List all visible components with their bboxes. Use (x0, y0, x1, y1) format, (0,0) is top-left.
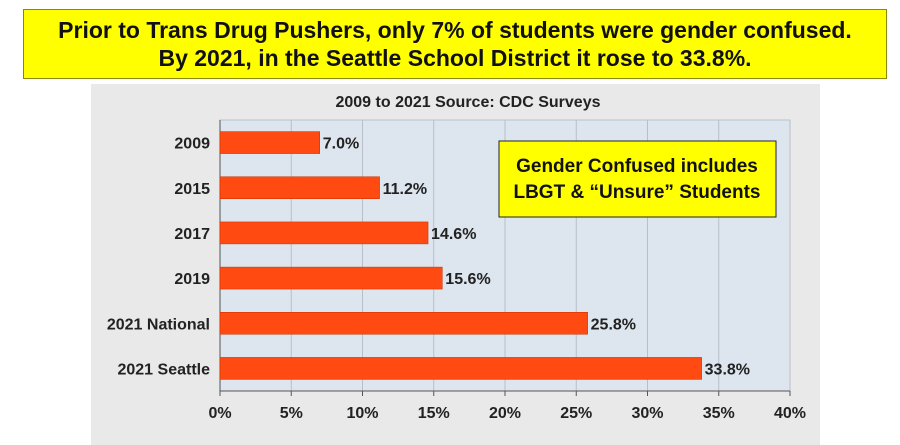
bar-2015 (219, 176, 380, 199)
x-tick-label: 5% (280, 405, 303, 422)
y-category-label: 2015 (174, 181, 210, 198)
annotation-line-2: LBGT & “Unsure” Students (513, 182, 760, 203)
x-tick-label: 15% (418, 405, 450, 422)
x-tick-label: 40% (774, 405, 806, 422)
bar-value-label: 11.2% (383, 181, 427, 198)
headline-line-1: Prior to Trans Drug Pushers, only 7% of … (58, 17, 852, 43)
bar-2019 (219, 266, 443, 290)
x-tick-label: 35% (703, 405, 735, 422)
headline-line-2: By 2021, in the Seattle School District … (158, 45, 752, 71)
x-tick-label: 0% (208, 405, 231, 422)
bar-2009 (219, 131, 320, 154)
annotation-box (498, 140, 777, 218)
y-category-label: 2017 (174, 226, 210, 243)
headline-banner: Prior to Trans Drug Pushers, only 7% of … (23, 9, 887, 79)
x-tick-label: 25% (560, 405, 592, 422)
bar-value-label: 25.8% (591, 316, 636, 333)
bar-2021-national (219, 312, 588, 335)
y-category-label: 2009 (174, 136, 210, 153)
bar-value-label: 14.6% (431, 226, 476, 243)
x-tick-label: 20% (489, 405, 521, 422)
bar-2021-seattle (219, 357, 702, 380)
bar-2017 (219, 221, 429, 245)
y-category-label: 2019 (174, 271, 210, 288)
x-tick-label: 30% (631, 405, 663, 422)
bar-value-label: 33.8% (705, 361, 750, 378)
x-tick-label: 10% (346, 405, 378, 422)
y-category-label: 2021 National (107, 316, 210, 333)
bar-value-label: 15.6% (445, 271, 490, 288)
bar-value-label: 7.0% (323, 136, 359, 153)
y-category-label: 2021 Seattle (117, 361, 210, 378)
annotation-line-1: Gender Confused includes (516, 156, 758, 177)
chart-title: 2009 to 2021 Source: CDC Surveys (335, 94, 600, 111)
